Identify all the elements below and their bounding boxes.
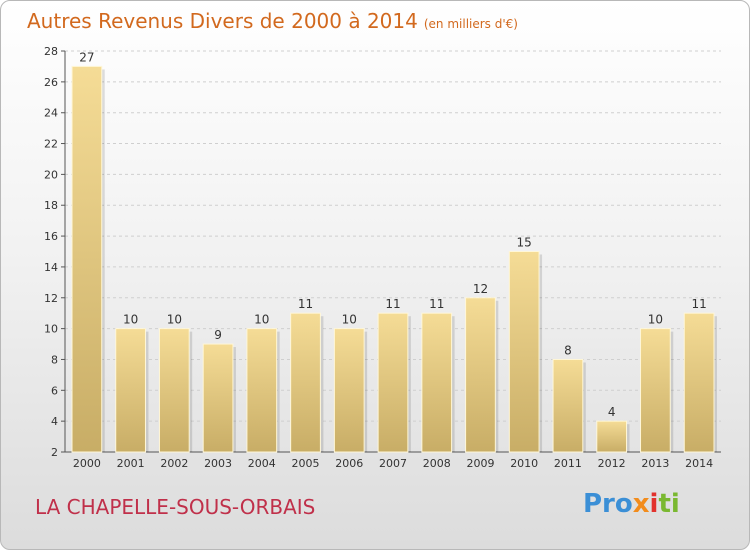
x-tick-label: 2003 [204, 457, 232, 470]
x-tick-label: 2013 [641, 457, 669, 470]
x-tick-label: 2009 [466, 457, 494, 470]
x-tick-label: 2012 [598, 457, 626, 470]
y-tick-label: 4 [51, 415, 58, 428]
bar [246, 328, 278, 453]
data-label: 10 [254, 313, 269, 327]
bar [202, 343, 234, 453]
y-tick-label: 2 [51, 446, 58, 459]
y-tick-label: 22 [44, 138, 58, 151]
chart-title: Autres Revenus Divers de 2000 à 2014 (en … [27, 9, 518, 33]
y-tick-label: 16 [44, 230, 58, 243]
place-name: LA CHAPELLE-SOUS-ORBAIS [35, 495, 316, 519]
x-tick-label: 2010 [510, 457, 538, 470]
bar [596, 420, 628, 453]
data-label: 10 [167, 313, 182, 327]
data-label: 4 [608, 405, 616, 419]
bar [683, 312, 715, 453]
logo-part: Pro [583, 489, 633, 519]
x-tick-label: 2002 [160, 457, 188, 470]
bar [377, 312, 409, 453]
x-tick-label: 2006 [335, 457, 363, 470]
y-tick-label: 18 [44, 199, 58, 212]
logo-part: x [632, 489, 650, 519]
bar [552, 358, 584, 453]
data-label: 12 [473, 282, 488, 296]
y-tick-label: 26 [44, 76, 58, 89]
data-label: 11 [298, 297, 313, 311]
x-tick-label: 2001 [117, 457, 145, 470]
logo-part: ti [658, 489, 680, 519]
y-tick-label: 6 [51, 384, 58, 397]
bar [333, 328, 365, 453]
data-label: 10 [342, 313, 357, 327]
bar [465, 297, 496, 453]
bar [640, 328, 671, 453]
x-tick-label: 2007 [379, 457, 407, 470]
bar [421, 312, 453, 453]
data-label: 15 [517, 236, 532, 250]
x-tick-label: 2000 [73, 457, 101, 470]
y-tick-label: 20 [44, 168, 58, 181]
chart-title-text: Autres Revenus Divers de 2000 à 2014 [27, 9, 418, 33]
y-tick-label: 10 [44, 323, 58, 336]
y-tick-label: 14 [44, 261, 58, 274]
data-label: 11 [691, 297, 706, 311]
bar [71, 65, 103, 453]
data-label: 8 [564, 343, 572, 357]
x-tick-label: 2008 [423, 457, 451, 470]
x-tick-label: 2005 [292, 457, 320, 470]
data-label: 10 [123, 313, 138, 327]
x-tick-label: 2011 [554, 457, 582, 470]
bar [290, 312, 321, 453]
chart-unit: (en milliers d'€) [423, 17, 518, 31]
data-label: 27 [79, 50, 94, 64]
x-tick-label: 2014 [685, 457, 713, 470]
bar [115, 328, 146, 453]
bar [158, 328, 190, 453]
y-tick-label: 28 [44, 45, 58, 58]
data-label: 9 [214, 328, 222, 342]
data-label: 11 [385, 297, 400, 311]
proxiti-logo: Proxiti [583, 489, 680, 519]
y-tick-label: 24 [44, 107, 58, 120]
y-tick-label: 8 [51, 353, 58, 366]
data-label: 10 [648, 313, 663, 327]
x-tick-label: 2004 [248, 457, 276, 470]
logo-part: i [649, 489, 659, 519]
bar [508, 251, 540, 453]
y-tick-label: 12 [44, 292, 58, 305]
data-label: 11 [429, 297, 444, 311]
